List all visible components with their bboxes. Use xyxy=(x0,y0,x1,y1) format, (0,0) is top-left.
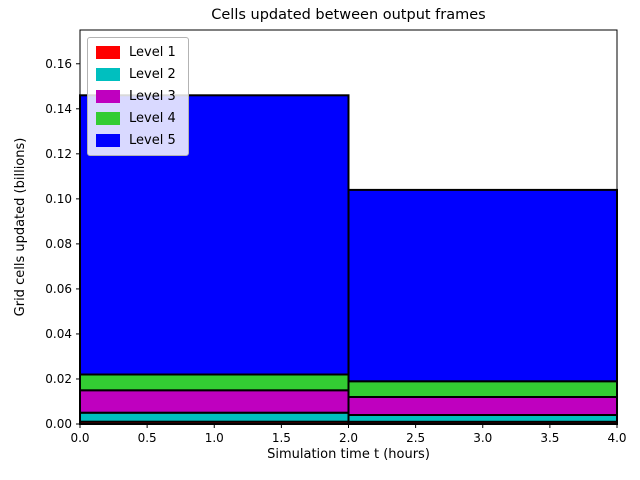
legend: Level 1 Level 2 Level 3 Level 4 Level 5 xyxy=(87,37,189,156)
x-tick-label: 0.0 xyxy=(70,431,89,445)
legend-item-1: Level 1 xyxy=(96,45,176,60)
legend-swatch-level-5 xyxy=(96,134,120,147)
y-tick-label: 0.10 xyxy=(45,192,72,206)
legend-label: Level 2 xyxy=(129,67,176,82)
x-axis-label: Simulation time t (hours) xyxy=(267,447,430,462)
x-tick-label: 4.0 xyxy=(607,431,626,445)
legend-item-2: Level 2 xyxy=(96,67,176,82)
bar-segment-level-3-bin0 xyxy=(79,389,350,414)
legend-swatch-level-4 xyxy=(96,112,120,125)
bar-segment-level-4-bin1 xyxy=(347,380,618,399)
legend-swatch-level-3 xyxy=(96,90,120,103)
legend-label: Level 1 xyxy=(129,45,176,60)
x-tick-label: 1.0 xyxy=(205,431,224,445)
x-tick-label: 3.0 xyxy=(473,431,492,445)
legend-swatch-level-2 xyxy=(96,68,120,81)
legend-label: Level 4 xyxy=(129,111,176,126)
y-tick-label: 0.14 xyxy=(45,102,72,116)
x-tick-label: 2.5 xyxy=(406,431,425,445)
x-tick-label: 1.5 xyxy=(272,431,291,445)
y-tick-label: 0.00 xyxy=(45,417,72,431)
legend-item-4: Level 4 xyxy=(96,111,176,126)
legend-item-5: Level 5 xyxy=(96,133,176,148)
y-tick-label: 0.08 xyxy=(45,237,72,251)
chart-title: Cells updated between output frames xyxy=(211,7,486,23)
x-tick-label: 2.0 xyxy=(339,431,358,445)
bar-segment-level-3-bin1 xyxy=(347,396,618,416)
x-tick-label: 3.5 xyxy=(540,431,559,445)
x-tick-label: 0.5 xyxy=(138,431,157,445)
legend-label: Level 5 xyxy=(129,133,176,148)
y-tick-label: 0.04 xyxy=(45,327,72,341)
y-tick-label: 0.02 xyxy=(45,372,72,386)
legend-swatch-level-1 xyxy=(96,46,120,59)
bar-segment-level-2-bin1 xyxy=(347,414,618,423)
legend-item-3: Level 3 xyxy=(96,89,176,104)
bar-segment-level-5-bin1 xyxy=(347,188,618,383)
y-tick-label: 0.12 xyxy=(45,147,72,161)
legend-label: Level 3 xyxy=(129,89,176,104)
bar-segment-level-2-bin0 xyxy=(79,411,350,423)
bar-segment-level-4-bin0 xyxy=(79,373,350,392)
y-tick-label: 0.06 xyxy=(45,282,72,296)
y-tick-label: 0.16 xyxy=(45,57,72,71)
